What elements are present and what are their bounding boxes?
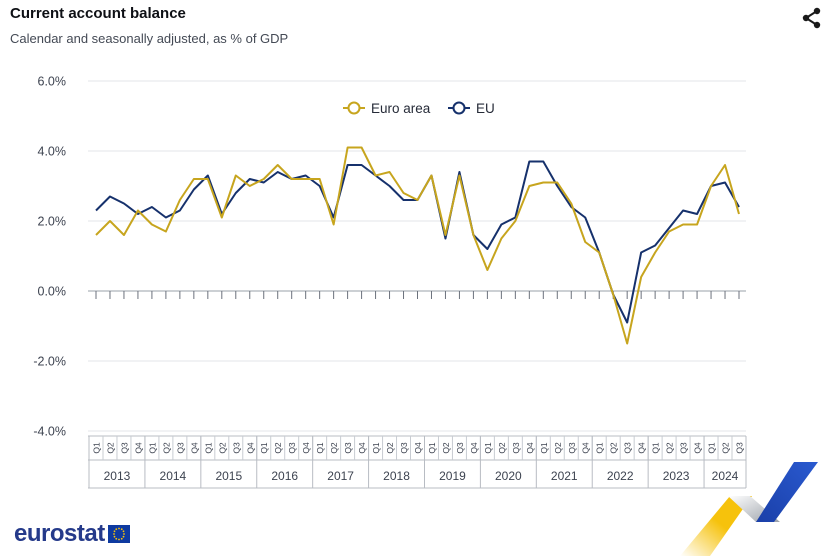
y-tick-label: 0.0% [38,285,67,299]
brand-decoration [680,462,818,556]
quarter-label: Q3 [455,442,465,454]
quarter-label: Q3 [679,442,689,454]
quarter-label: Q3 [735,442,745,454]
legend-euro-area[interactable]: Euro area [343,101,431,116]
quarter-label: Q4 [413,442,423,454]
quarter-label: Q2 [161,442,171,454]
quarter-label: Q2 [609,442,619,454]
brand-name: eurostat [14,520,105,547]
year-label: 2021 [551,469,578,483]
quarter-label: Q1 [147,442,157,454]
quarter-label: Q3 [511,442,521,454]
y-tick-label: -4.0% [33,425,66,439]
quarter-label: Q4 [581,442,591,454]
year-label: 2020 [495,469,522,483]
share-icon[interactable] [800,6,824,30]
year-label: 2017 [327,469,354,483]
quarter-label: Q3 [623,442,633,454]
year-label: 2019 [439,469,466,483]
quarter-label: Q1 [92,442,102,454]
quarter-label: Q2 [553,442,563,454]
y-tick-label: 4.0% [38,145,67,159]
quarter-label: Q2 [217,442,227,454]
quarter-label: Q4 [469,442,479,454]
quarter-label: Q1 [595,442,605,454]
quarter-label: Q3 [399,442,409,454]
y-tick-label: -2.0% [33,355,66,369]
legend-label: Euro area [371,101,431,116]
y-tick-label: 6.0% [38,75,67,89]
year-label: 2023 [663,469,690,483]
quarter-label: Q4 [301,442,311,454]
quarter-label: Q1 [427,442,437,454]
quarter-label: Q4 [637,442,647,454]
year-label: 2015 [215,469,242,483]
year-label: 2024 [712,469,739,483]
quarter-label: Q2 [329,442,339,454]
quarter-label: Q3 [231,442,241,454]
quarter-label: Q2 [721,442,731,454]
legend-marker [347,101,361,115]
year-label: 2013 [104,469,131,483]
legend-marker [452,101,466,115]
quarter-label: Q4 [693,442,703,454]
year-label: 2022 [607,469,634,483]
y-tick-label: 2.0% [38,215,67,229]
year-label: 2018 [383,469,410,483]
quarter-label: Q4 [245,442,255,454]
eurostat-logo: eurostat [14,519,130,549]
quarter-label: Q3 [119,442,129,454]
quarter-label: Q3 [287,442,297,454]
year-label: 2016 [271,469,298,483]
quarter-label: Q1 [315,442,325,454]
quarter-label: Q1 [483,442,493,454]
quarter-label: Q4 [525,442,535,454]
chart-title: Current account balance [10,5,186,22]
quarter-label: Q1 [539,442,549,454]
year-label: 2014 [160,469,187,483]
quarter-label: Q1 [259,442,269,454]
eu-flag-icon [107,525,130,543]
quarter-label: Q2 [441,442,451,454]
legend-label: EU [476,101,495,116]
quarter-label: Q2 [273,442,283,454]
quarter-label: Q1 [651,442,661,454]
quarter-label: Q2 [665,442,675,454]
quarter-label: Q1 [203,442,213,454]
quarter-label: Q2 [385,442,395,454]
quarter-label: Q3 [175,442,185,454]
legend-eu[interactable]: EU [448,101,495,116]
quarter-label: Q1 [707,442,717,454]
quarter-label: Q4 [133,442,143,454]
quarter-label: Q4 [189,442,199,454]
quarter-label: Q1 [371,442,381,454]
quarter-label: Q3 [343,442,353,454]
quarter-label: Q3 [567,442,577,454]
quarter-label: Q2 [497,442,507,454]
chart-subtitle: Calendar and seasonally adjusted, as % o… [10,31,289,46]
quarter-label: Q2 [105,442,115,454]
quarter-label: Q4 [357,442,367,454]
series-line-euro-area[interactable] [95,146,740,345]
